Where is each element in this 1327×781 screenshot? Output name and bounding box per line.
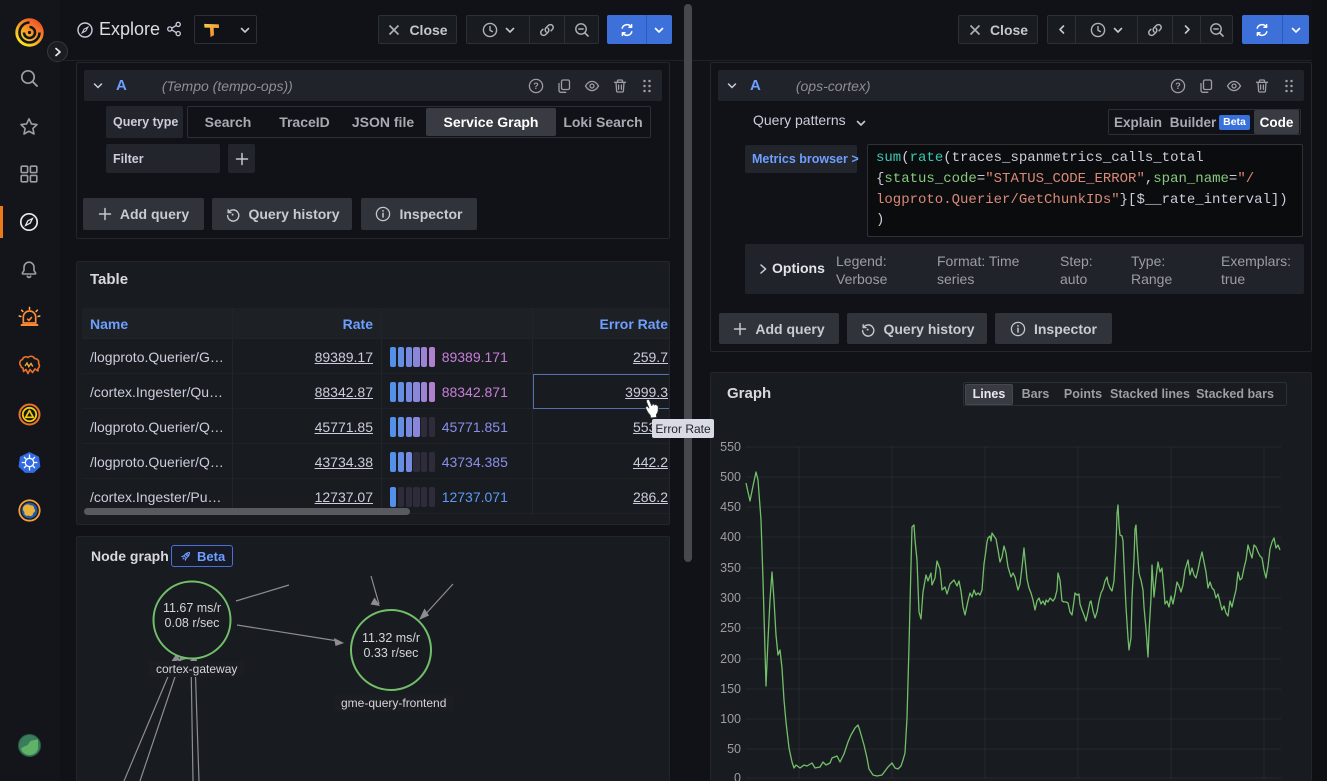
svg-text:11.32 ms/r: 11.32 ms/r [362, 631, 420, 645]
svg-text:?: ? [1175, 81, 1181, 91]
svg-text:?: ? [533, 81, 539, 91]
svg-text:0.33 r/sec: 0.33 r/sec [364, 646, 419, 660]
svg-text:0.08 r/sec: 0.08 r/sec [165, 616, 220, 630]
svg-text:11.67 ms/r: 11.67 ms/r [163, 601, 221, 615]
